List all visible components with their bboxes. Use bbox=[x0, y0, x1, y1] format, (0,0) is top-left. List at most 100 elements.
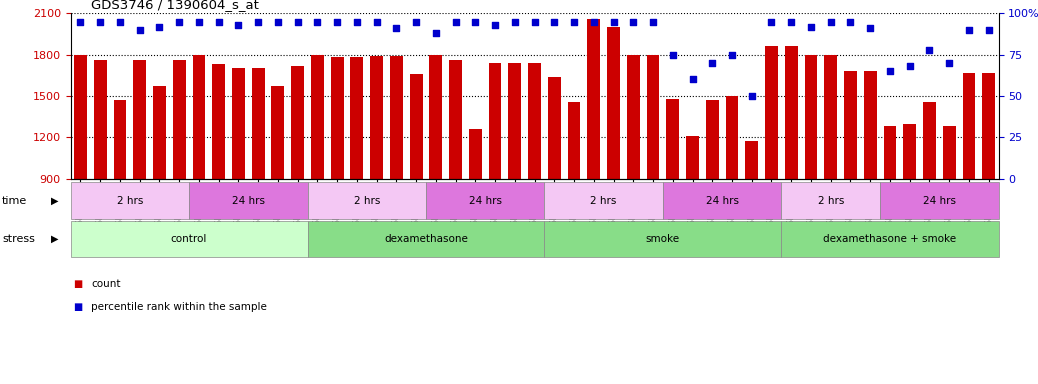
Bar bbox=[430, 55, 442, 179]
Text: percentile rank within the sample: percentile rank within the sample bbox=[91, 302, 267, 312]
Bar bbox=[133, 60, 146, 179]
Bar bbox=[292, 66, 304, 179]
Bar bbox=[647, 55, 659, 179]
Text: 2 hrs: 2 hrs bbox=[116, 195, 143, 206]
Point bbox=[487, 22, 503, 28]
Bar bbox=[212, 65, 225, 179]
Point bbox=[901, 63, 918, 70]
Text: 2 hrs: 2 hrs bbox=[354, 195, 380, 206]
Point bbox=[783, 19, 799, 25]
Point bbox=[92, 19, 109, 25]
Bar bbox=[706, 100, 718, 179]
Bar bbox=[923, 101, 936, 179]
Point bbox=[664, 52, 681, 58]
Point bbox=[763, 19, 780, 25]
Point bbox=[862, 25, 878, 31]
Bar bbox=[883, 126, 897, 179]
Text: ▶: ▶ bbox=[51, 195, 58, 206]
Point bbox=[684, 76, 701, 83]
Bar bbox=[726, 96, 738, 179]
Point bbox=[309, 19, 326, 25]
Bar bbox=[371, 56, 383, 179]
Bar bbox=[627, 55, 639, 179]
Point bbox=[723, 52, 740, 58]
Bar bbox=[351, 58, 363, 179]
Text: 24 hrs: 24 hrs bbox=[231, 195, 265, 206]
Bar bbox=[509, 63, 521, 179]
Bar bbox=[172, 60, 186, 179]
Bar bbox=[568, 101, 580, 179]
Bar bbox=[74, 55, 87, 179]
Point bbox=[447, 19, 464, 25]
Point bbox=[940, 60, 957, 66]
Point bbox=[230, 22, 247, 28]
Point bbox=[329, 19, 346, 25]
Point bbox=[211, 19, 227, 25]
Bar bbox=[785, 46, 797, 179]
Point bbox=[428, 30, 444, 36]
Point bbox=[822, 19, 839, 25]
Point bbox=[388, 25, 405, 31]
Bar bbox=[666, 99, 679, 179]
Point bbox=[270, 19, 286, 25]
Bar bbox=[93, 60, 107, 179]
Bar bbox=[410, 74, 422, 179]
Text: 2 hrs: 2 hrs bbox=[591, 195, 617, 206]
Text: stress: stress bbox=[2, 234, 35, 244]
Text: dexamethasone: dexamethasone bbox=[384, 234, 468, 244]
Point bbox=[349, 19, 365, 25]
Text: 24 hrs: 24 hrs bbox=[706, 195, 739, 206]
Point bbox=[171, 19, 188, 25]
Bar bbox=[311, 55, 324, 179]
Bar bbox=[449, 60, 462, 179]
Point bbox=[980, 27, 996, 33]
Point bbox=[585, 19, 602, 25]
Point bbox=[960, 27, 977, 33]
Point bbox=[566, 19, 582, 25]
Bar bbox=[804, 55, 817, 179]
Point bbox=[152, 23, 168, 30]
Point bbox=[290, 19, 306, 25]
Point bbox=[645, 19, 661, 25]
Bar bbox=[153, 86, 166, 179]
Bar bbox=[588, 19, 600, 179]
Point bbox=[526, 19, 543, 25]
Bar bbox=[765, 46, 777, 179]
Bar bbox=[903, 124, 917, 179]
Bar bbox=[489, 63, 501, 179]
Bar bbox=[192, 55, 206, 179]
Bar bbox=[982, 73, 995, 179]
Point bbox=[881, 68, 898, 74]
Point bbox=[802, 23, 819, 30]
Bar bbox=[252, 68, 265, 179]
Text: 24 hrs: 24 hrs bbox=[469, 195, 501, 206]
Point bbox=[546, 19, 563, 25]
Point bbox=[842, 19, 858, 25]
Text: 24 hrs: 24 hrs bbox=[923, 195, 956, 206]
Bar bbox=[824, 55, 838, 179]
Bar bbox=[844, 71, 857, 179]
Bar bbox=[548, 77, 561, 179]
Text: ■: ■ bbox=[73, 279, 82, 289]
Bar bbox=[113, 100, 127, 179]
Text: dexamethasone + smoke: dexamethasone + smoke bbox=[823, 234, 957, 244]
Text: control: control bbox=[171, 234, 208, 244]
Text: smoke: smoke bbox=[646, 234, 680, 244]
Point bbox=[191, 19, 208, 25]
Point bbox=[921, 47, 937, 53]
Bar bbox=[390, 56, 403, 179]
Bar bbox=[943, 126, 956, 179]
Point bbox=[73, 19, 89, 25]
Point bbox=[704, 60, 720, 66]
Text: count: count bbox=[91, 279, 120, 289]
Text: time: time bbox=[2, 195, 27, 206]
Bar bbox=[331, 58, 344, 179]
Point bbox=[507, 19, 523, 25]
Text: 2 hrs: 2 hrs bbox=[818, 195, 844, 206]
Point bbox=[743, 93, 760, 99]
Bar bbox=[272, 86, 284, 179]
Bar bbox=[962, 73, 976, 179]
Point bbox=[408, 19, 425, 25]
Bar bbox=[864, 71, 877, 179]
Bar bbox=[607, 27, 620, 179]
